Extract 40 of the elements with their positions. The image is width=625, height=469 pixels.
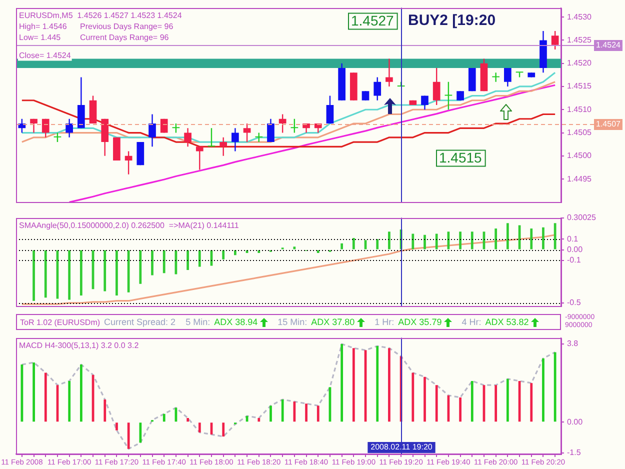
text: 5 Min: xyxy=(186,317,210,327)
text: ToR 1.02 (EURUSDm) xyxy=(20,318,100,326)
text: Current Spread: 2 xyxy=(104,317,176,327)
text: ADX 35.79 xyxy=(398,317,442,327)
y-tick-label: 1.4530 xyxy=(567,12,592,22)
text: ADX 53.82 xyxy=(485,317,529,327)
chart-title: SMAAngle(50,0.15000000,2.0) 0.262500 =>MA(21) 0.144111 xyxy=(19,221,240,230)
y-tick-label: 0.1 xyxy=(567,234,579,244)
y-tick-label: 0.30025 xyxy=(567,213,596,222)
annotation: 1.4515 xyxy=(439,150,482,166)
y-tick-label: 0.00 xyxy=(567,417,584,426)
annotation: Current Days Range= 96 xyxy=(80,33,170,42)
y-tick-label: -0.1 xyxy=(567,256,582,265)
text: ADX 38.94 xyxy=(214,317,258,327)
text: ADX 37.80 xyxy=(311,317,355,327)
chart-title: EURUSDm,M5 1.4526 1.4527 1.4523 1.4524 xyxy=(19,11,182,20)
annotation: High= 1.4546 xyxy=(19,22,68,32)
ref-line-label: 1.4524 xyxy=(596,40,622,50)
annotation: 1.4527 xyxy=(351,12,394,29)
annotation: Low= 1.445 xyxy=(19,33,62,42)
ref-line-label: 2008.02.11 19:20 xyxy=(370,442,433,452)
annotation: Close= 1.4524 xyxy=(19,51,72,60)
y-tick-label: 1.4500 xyxy=(567,151,592,160)
y-tick-label: 1.4520 xyxy=(567,58,592,68)
y-tick-label: 3.8 xyxy=(567,339,579,348)
y-tick-label: -0.5 xyxy=(567,298,582,308)
y-tick-label: 1.4525 xyxy=(567,35,592,44)
y-tick-label: 1.4495 xyxy=(567,174,592,184)
text: 1 Hr: xyxy=(374,317,394,327)
chart-title: MACD H4-300(5,13,1) 3.2 0.0 3.2 xyxy=(19,341,140,350)
text: 15 Min: xyxy=(278,317,308,327)
text: 4 Hr: xyxy=(462,317,482,327)
annotation: Previous Days Range= 96 xyxy=(80,22,174,32)
ref-line-label: 1.4507 xyxy=(596,120,622,129)
y-tick-label: 0.00 xyxy=(567,244,584,254)
y-tick-label: -1.5 xyxy=(567,448,582,458)
y-tick-label: 1.4510 xyxy=(567,104,592,114)
y-tick-label: 1.4505 xyxy=(567,128,592,137)
y-tick-label: 1.4515 xyxy=(567,82,592,91)
annotation: BUY2 [19:20 xyxy=(408,12,496,29)
